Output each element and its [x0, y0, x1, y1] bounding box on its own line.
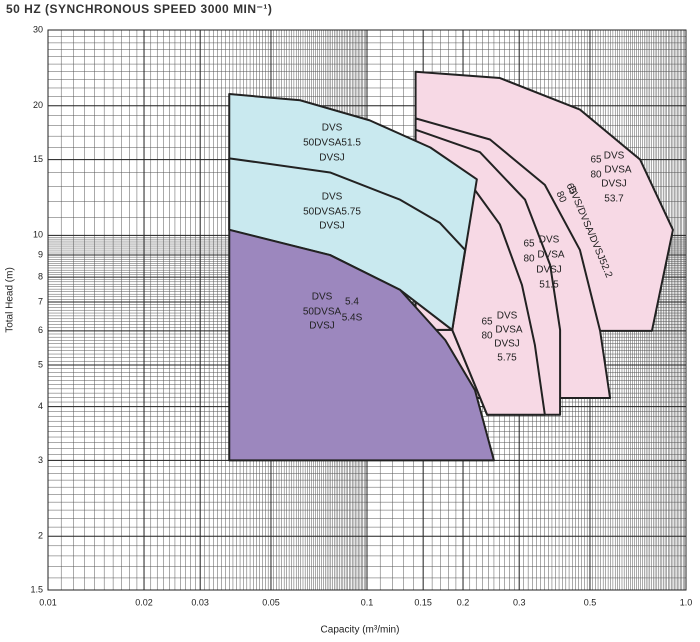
y-tick-label: 5 — [38, 359, 43, 369]
region-label: 65 — [481, 317, 493, 328]
y-tick-label: 8 — [38, 271, 43, 281]
region-label: DVSJ — [494, 339, 520, 350]
x-tick-label: 0.15 — [414, 597, 432, 607]
y-tick-label: 4 — [38, 401, 43, 411]
region-label: DVS — [604, 151, 625, 162]
region-label: 5.4S — [342, 313, 363, 324]
region-label: 65 — [523, 239, 535, 250]
region-label: DVSJ — [319, 153, 345, 164]
region-label: DVSJ — [601, 179, 627, 190]
region-label: DVSJ — [319, 221, 345, 232]
x-tick-label: 0.1 — [361, 597, 374, 607]
region-label: 80 — [590, 170, 602, 181]
region-label: 50DVSA — [303, 307, 342, 318]
region-label: DVSA — [495, 325, 523, 336]
region-label: DVSA — [604, 165, 632, 176]
x-tick-label: 0.2 — [457, 597, 470, 607]
region-label: 65 — [590, 155, 602, 166]
y-tick-label: 20 — [33, 100, 43, 110]
x-axis-label: Capacity (m³/min) — [321, 625, 400, 636]
x-tick-label: 0.5 — [584, 597, 597, 607]
y-tick-label: 9 — [38, 249, 43, 259]
region-label: 50DVSA5.75 — [303, 207, 361, 218]
x-tick-label: 0.05 — [262, 597, 280, 607]
y-axis-label: Total Head (m) — [5, 267, 16, 333]
x-tick-label: 0.3 — [513, 597, 526, 607]
region-label: 53.7 — [604, 194, 624, 205]
region-label: 50DVSA51.5 — [303, 138, 361, 149]
region-labels: 6580DVSDVSADVSJ53.76580DVS/DVSA/DVSJ52.2… — [303, 123, 632, 364]
y-tick-label: 2 — [38, 531, 43, 541]
y-tick-label: 3 — [38, 455, 43, 465]
x-tick-label: 0.01 — [39, 597, 57, 607]
region-label: DVS — [312, 292, 333, 303]
y-tick-label: 1.5 — [30, 584, 43, 594]
region-label: 80 — [554, 190, 569, 205]
region-label: DVSJ — [536, 265, 562, 276]
y-tick-label: 7 — [38, 296, 43, 306]
regions — [228, 70, 674, 462]
x-tick-label: 1.0 — [680, 597, 693, 607]
chart-title: 50 HZ (SYNCHRONOUS SPEED 3000 MIN⁻¹) — [6, 2, 272, 16]
x-tick-label: 0.02 — [135, 597, 153, 607]
region-label: 80 — [523, 254, 535, 265]
region-label: DVSA — [537, 250, 565, 261]
y-tick-label: 6 — [38, 325, 43, 335]
y-tick-label: 15 — [33, 154, 43, 164]
region-label: 80 — [481, 331, 493, 342]
region-label: DVS — [322, 123, 343, 134]
region-label: 51.5 — [539, 280, 559, 291]
region-label: DVSJ — [309, 321, 335, 332]
region-label: 5.4 — [345, 297, 359, 308]
y-tick-label: 10 — [33, 230, 43, 240]
region-label: 65 — [564, 182, 579, 197]
plot-frame — [47, 29, 687, 591]
region-label: 5.75 — [497, 353, 517, 364]
region — [228, 228, 495, 462]
region-label: DVS — [322, 192, 343, 203]
region-label: DVS — [539, 235, 560, 246]
region-label: DVS — [497, 311, 518, 322]
y-tick-label: 30 — [33, 24, 43, 34]
x-tick-label: 0.03 — [191, 597, 209, 607]
